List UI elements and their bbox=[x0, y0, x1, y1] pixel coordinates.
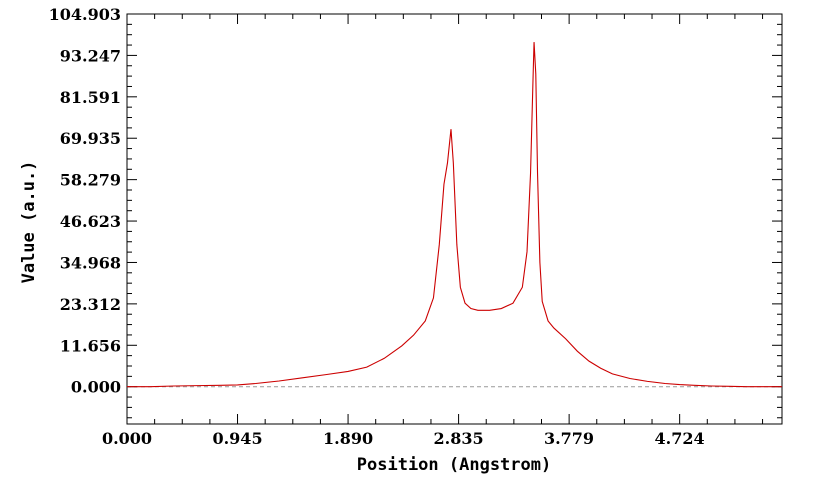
y-tick-label: 104.903 bbox=[49, 5, 121, 24]
y-tick-label: 58.279 bbox=[60, 171, 121, 190]
series-line bbox=[127, 42, 782, 388]
plot-area-frame bbox=[126, 13, 783, 425]
y-axis-title: Value (a.u.) bbox=[19, 161, 39, 284]
y-tick-label: 69.935 bbox=[60, 129, 121, 148]
x-tick-label: 1.890 bbox=[323, 429, 373, 448]
x-axis-tick-labels: 0.000 0.945 1.890 2.835 3.779 4.724 bbox=[102, 429, 705, 448]
y-tick-label: 34.968 bbox=[60, 253, 121, 272]
x-tick-label: 4.724 bbox=[654, 429, 704, 448]
x-tick-label: 0.000 bbox=[102, 429, 152, 448]
y-tick-label: 81.591 bbox=[60, 88, 121, 107]
x-axis-title: Position (Angstrom) bbox=[357, 455, 551, 475]
x-tick-label: 3.779 bbox=[544, 429, 594, 448]
x-tick-label: 0.945 bbox=[212, 429, 262, 448]
y-tick-label: 23.312 bbox=[60, 295, 121, 314]
y-axis-tick-labels: 0.000 11.656 23.312 34.968 46.623 58.279 69.93… bbox=[49, 5, 121, 397]
y-tick-label: 46.623 bbox=[60, 212, 121, 231]
y-axis-ticks bbox=[127, 23, 782, 419]
y-tick-label: 0.000 bbox=[71, 378, 121, 397]
x-axis-ticks bbox=[126, 14, 764, 424]
y-tick-label: 93.247 bbox=[60, 46, 121, 65]
x-tick-label: 2.835 bbox=[434, 429, 484, 448]
y-tick-label: 11.656 bbox=[60, 336, 121, 355]
